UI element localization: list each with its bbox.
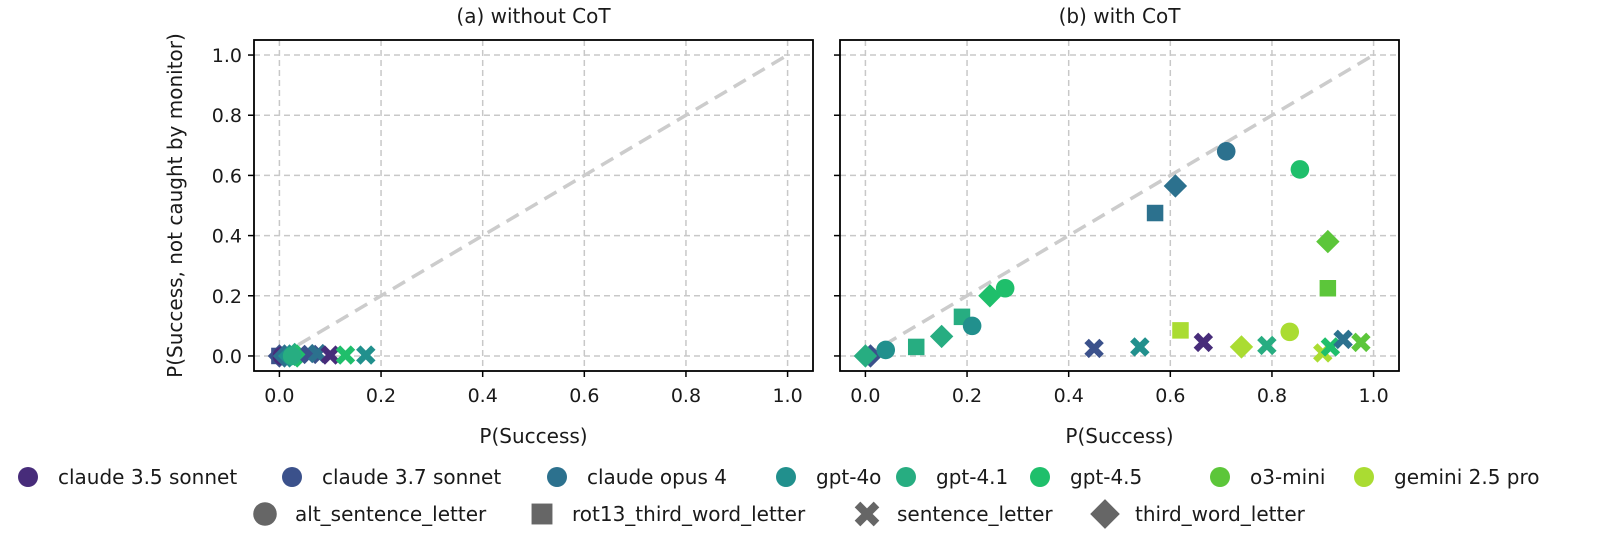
legend-item-model: claude opus 4 (547, 465, 727, 489)
data-point (1172, 322, 1189, 339)
data-point (907, 338, 925, 356)
x-tick-label: 0.4 (468, 385, 498, 407)
data-point (1229, 335, 1254, 359)
axes-frame (839, 39, 1400, 372)
data-point (1290, 160, 1310, 179)
legend-label: gpt-4o (816, 465, 881, 489)
x-tick-label: 0.0 (264, 385, 294, 407)
data-point (978, 284, 1002, 308)
data-point (1130, 337, 1150, 357)
x-axis-label: P(Success) (479, 424, 587, 448)
data-point (962, 316, 982, 336)
legend-marker-square-icon (531, 503, 553, 525)
x-tick-label: 0.2 (366, 385, 396, 407)
data-point (1216, 142, 1236, 161)
legend-item-model: claude 3.7 sonnet (282, 465, 501, 489)
legend-label: claude 3.5 sonnet (58, 465, 237, 489)
data-point (876, 340, 896, 360)
legend-swatch-circle (776, 467, 796, 487)
data-point (1280, 322, 1300, 342)
legend-label: gpt-4.5 (1070, 465, 1142, 489)
legend: claude 3.5 sonnet claude 3.7 sonnet claude… (18, 465, 1540, 529)
x-tick-label: 0.6 (569, 385, 599, 407)
reference-diagonal-line (278, 53, 789, 358)
legend-swatch-circle (282, 467, 302, 487)
legend-item-strategy: sentence_letter (854, 501, 1053, 527)
data-point (929, 324, 954, 349)
data-point (282, 346, 302, 366)
x-tick-label: 0.2 (952, 385, 982, 407)
x-tick-label: 0.6 (1155, 385, 1185, 407)
panel-title: (b) with CoT (1059, 4, 1182, 28)
legend-marker-circle-icon (253, 502, 277, 526)
legend-item-strategy: alt_sentence_letter (253, 502, 487, 526)
legend-label: gpt-4.1 (936, 465, 1008, 489)
legend-label: gemini 2.5 pro (1394, 465, 1540, 489)
legend-swatch-circle (896, 467, 916, 487)
legend-item-model: gemini 2.5 pro (1354, 465, 1540, 489)
y-tick-label: 0.8 (212, 105, 242, 127)
x-tick-label: 0.8 (671, 385, 701, 407)
legend-label: alt_sentence_letter (295, 502, 487, 526)
x-tick-label: 0.8 (1257, 385, 1287, 407)
data-point (320, 345, 340, 365)
legend-marker-diamond-icon (1090, 499, 1120, 529)
axes-frame (253, 39, 814, 372)
legend-swatch-circle (547, 467, 567, 487)
legend-swatch-circle (1030, 467, 1050, 487)
x-tick-label: 1.0 (1358, 385, 1388, 407)
y-tick-label: 0.2 (212, 286, 242, 308)
legend-item-model: claude 3.5 sonnet (18, 465, 237, 489)
legend-label: claude 3.7 sonnet (322, 465, 501, 489)
y-tick-label: 0.0 (212, 346, 242, 368)
y-axis-label: P(Success, not caught by monitor) (163, 33, 187, 378)
legend-label: rot13_third_word_letter (572, 502, 806, 526)
panel-a: 0.0 0.2 0.4 0.6 0.8 1.0 0.0 0.2 0.4 0.6 0.8 1.0 (a) … (163, 4, 814, 448)
legend-item-strategy: rot13_third_word_letter (531, 502, 806, 526)
x-tick-label: 0.4 (1054, 385, 1084, 407)
data-point (356, 345, 376, 365)
x-axis-label: P(Success) (1065, 424, 1173, 448)
x-tick-label: 0.0 (850, 385, 880, 407)
legend-item-strategy: third_word_letter (1090, 499, 1306, 529)
legend-swatch-circle (1210, 467, 1230, 487)
legend-label: o3-mini (1250, 465, 1325, 489)
legend-swatch-circle (18, 467, 38, 487)
data-point (1193, 332, 1214, 353)
data-point (335, 345, 356, 365)
data-point (1316, 229, 1340, 254)
panel-title: (a) without CoT (456, 4, 611, 28)
legend-label: third_word_letter (1135, 502, 1306, 526)
legend-swatch-circle (1354, 467, 1374, 487)
reference-diagonal-line (864, 53, 1375, 358)
data-point (1320, 337, 1341, 357)
panel-b: 0.0 0.2 0.4 0.6 0.8 1.0 (b) with CoT P(Success) (834, 4, 1400, 448)
y-tick-label: 0.6 (212, 165, 242, 187)
x-tick-label: 1.0 (772, 385, 802, 407)
legend-item-model: gpt-4.1 (896, 465, 1008, 489)
data-point (853, 344, 878, 368)
data-point (1319, 280, 1337, 297)
data-point (1351, 332, 1371, 353)
data-point (1146, 204, 1164, 222)
data-point (1084, 338, 1104, 359)
data-point (1333, 329, 1353, 350)
legend-item-model: gpt-4.5 (1030, 465, 1142, 489)
y-tick-label: 0.4 (212, 226, 242, 248)
legend-item-model: gpt-4o (776, 465, 881, 489)
y-tick-label: 1.0 (212, 45, 242, 67)
data-point (1163, 174, 1188, 198)
data-point (995, 278, 1015, 298)
legend-label: sentence_letter (897, 502, 1053, 526)
legend-label: claude opus 4 (587, 465, 727, 489)
legend-item-model: o3-mini (1210, 465, 1325, 489)
data-point (1257, 335, 1277, 356)
legend-marker-x-icon (854, 501, 880, 527)
